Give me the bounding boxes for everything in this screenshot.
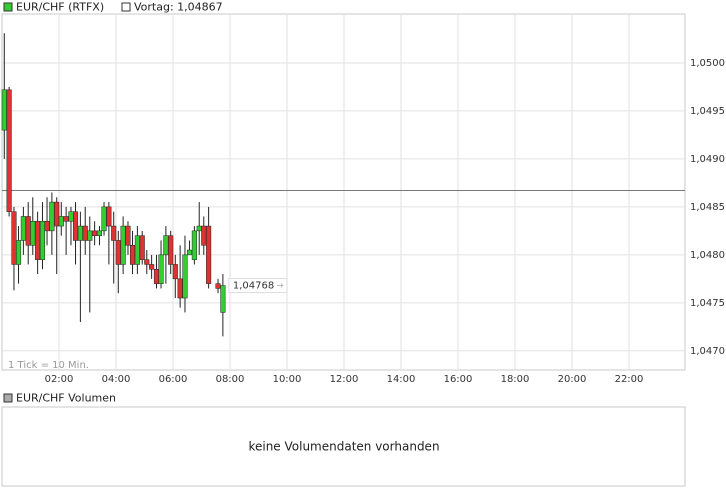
x-tick-label: 12:00 [330, 374, 359, 385]
last-price-label: 1,04768 [233, 281, 274, 292]
last-price-box [228, 278, 288, 294]
annotation: 1 Tick = 10 Min. [8, 360, 89, 371]
candle-body [58, 216, 64, 227]
prev-close-label: Vortag: 1,04867 [134, 1, 223, 14]
y-tick-label: 1,0470 [690, 346, 725, 357]
candle-body [172, 264, 178, 280]
x-tick-label: 04:00 [102, 374, 131, 385]
candle-body [1, 89, 7, 131]
candle-body [11, 211, 17, 265]
candle-body [220, 285, 226, 313]
candle-body [44, 221, 50, 232]
candle-body [196, 225, 202, 232]
candle-body [191, 230, 197, 260]
candle-body [35, 221, 41, 260]
x-tick-label: 02:00 [45, 374, 74, 385]
y-tick-label: 1,0485 [690, 202, 725, 213]
x-tick-label: 18:00 [501, 374, 530, 385]
candle-body [106, 206, 112, 227]
candle-body [182, 254, 188, 299]
candle-body [125, 225, 131, 246]
candle-body [201, 225, 207, 246]
candle-body [101, 206, 107, 232]
candle-body [6, 89, 12, 212]
candle-body [92, 230, 98, 236]
candle-body [111, 225, 117, 241]
candle-body [63, 216, 69, 222]
candle-body [215, 283, 221, 289]
candle-body [153, 268, 160, 284]
candle-body [72, 211, 79, 241]
candle-body [177, 278, 183, 299]
candle-body [134, 235, 140, 265]
candle-body [144, 259, 150, 265]
legend-label: EUR/CHF (RTFX) [16, 1, 104, 14]
x-tick-label: 08:00 [216, 374, 245, 385]
x-tick-label: 06:00 [159, 374, 188, 385]
y-tick-label: 1,0480 [690, 250, 725, 261]
candle-body [168, 235, 174, 265]
prev-close-swatch [121, 2, 131, 12]
volume-swatch [3, 393, 13, 403]
volume-legend: EUR/CHF Volumen [16, 392, 116, 405]
candle-body [149, 264, 155, 270]
candle-body [206, 225, 212, 284]
x-tick-label: 14:00 [387, 374, 416, 385]
volume-frame [1, 406, 686, 487]
x-tick-label: 22:00 [615, 374, 644, 385]
candle-body [49, 201, 55, 232]
candle-body [68, 211, 74, 222]
candle-body [30, 221, 36, 246]
candle-body [25, 216, 31, 246]
candle-body [87, 230, 93, 241]
candle-body [139, 235, 145, 260]
candle-body [54, 201, 60, 227]
candle-body [15, 240, 22, 265]
y-tick-label: 1,0495 [690, 106, 725, 117]
candle-body [158, 254, 164, 284]
candle-body [120, 225, 126, 265]
x-tick-label: 16:00 [444, 374, 473, 385]
x-tick-label: 20:00 [558, 374, 587, 385]
y-tick-label: 1,0475 [690, 298, 725, 309]
y-tick-label: 1,0490 [690, 154, 725, 165]
y-tick-label: 1,0500 [690, 58, 725, 69]
candle-body [82, 225, 88, 241]
candle-body [39, 221, 46, 260]
candle-body [163, 235, 169, 256]
x-tick-label: 10:00 [273, 374, 302, 385]
last-price-arrow [276, 283, 284, 288]
candle-body [77, 225, 83, 241]
candle-body [115, 240, 121, 265]
volume-message: keine Volumendaten vorhanden [248, 440, 439, 454]
candle-body [96, 230, 103, 236]
candle-body [20, 216, 26, 241]
candle-body [186, 249, 193, 256]
legend-swatch [3, 2, 13, 12]
candle-body [129, 245, 136, 265]
